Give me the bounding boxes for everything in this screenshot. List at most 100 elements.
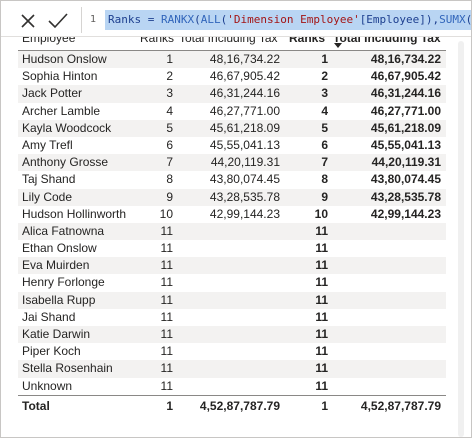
table-row[interactable]: Hudson Onslow 1 48,16,734.22 1 48,16,734.22 <box>18 51 446 69</box>
commit-check-icon[interactable] <box>47 11 69 31</box>
rank-value: 9 <box>166 189 173 204</box>
total-rank: 1 <box>166 398 173 413</box>
formula-token: Ranks = <box>108 13 161 26</box>
total-row: Total 1 4,52,87,787.79 1 4,52,87,787.79 <box>18 394 446 415</box>
rank-measure-value: 11 <box>315 275 328 290</box>
rank-measure-value: 11 <box>315 344 328 359</box>
rank-measure-value: 11 <box>315 361 328 376</box>
total-value: 46,31,244.16 <box>209 86 280 101</box>
rank-value: 10 <box>159 206 173 221</box>
table-row[interactable]: Stella Rosenhain 11 11 <box>18 360 446 378</box>
total-measure-value: 48,16,734.22 <box>370 52 441 66</box>
employee-name: Katie Darwin <box>22 327 91 341</box>
table-row[interactable]: Archer Lamble 4 46,27,771.00 4 46,27,771.00 <box>18 103 446 120</box>
total-value: 48,16,734.22 <box>209 52 280 66</box>
table-row[interactable]: Lily Code 9 43,28,535.78 9 43,28,535.78 <box>18 188 446 206</box>
rank-value: 2 <box>166 69 173 84</box>
table-row[interactable]: Jai Shand 11 11 <box>18 309 446 326</box>
rank-value: 11 <box>160 309 173 324</box>
rank-value: 11 <box>160 275 173 290</box>
table-row[interactable]: Alica Fatnowna 11 11 <box>18 222 446 241</box>
rank-measure-value: 11 <box>315 327 328 341</box>
total-amount-measure: 4,52,87,787.79 <box>360 398 441 413</box>
employee-name: Jack Potter <box>22 86 83 101</box>
table-row[interactable]: Kayla Woodcock 5 45,61,218.09 5 45,61,218.09 <box>18 119 446 137</box>
rank-measure-value: 5 <box>321 120 328 135</box>
formula-separator <box>81 7 82 33</box>
total-measure-value: 46,31,244.16 <box>370 86 441 101</box>
vertical-scrollbar[interactable] <box>457 41 465 437</box>
rank-value: 1 <box>166 52 173 66</box>
employee-name: Sophia Hinton <box>22 69 98 84</box>
rank-measure-value: 6 <box>321 137 328 152</box>
total-value: 46,67,905.42 <box>209 69 280 84</box>
employee-name: Archer Lamble <box>22 103 101 118</box>
formula-token: ( <box>194 13 201 26</box>
table-row[interactable]: Anthony Grosse 7 44,20,119.31 7 44,20,119.31 <box>18 154 446 172</box>
rank-value: 4 <box>166 103 173 118</box>
rank-value: 3 <box>166 86 173 101</box>
table-row[interactable]: Sophia Hinton 2 46,67,905.42 2 46,67,905.42 <box>18 68 446 85</box>
rank-measure-value: 4 <box>321 103 328 118</box>
total-rank-measure: 1 <box>321 398 328 413</box>
total-value: 42,99,144.23 <box>209 206 280 221</box>
employee-name: Unknown <box>22 378 73 393</box>
total-measure-value: 45,55,041.13 <box>370 137 441 152</box>
employee-name: Alica Fatnowna <box>22 223 105 238</box>
table-row[interactable]: Katie Darwin 11 11 <box>18 326 446 344</box>
formula-line-number: 1 <box>90 14 97 25</box>
total-measure-value: 46,27,771.00 <box>370 103 441 118</box>
employee-name: Stella Rosenhain <box>22 361 113 376</box>
employee-name: Lily Code <box>22 189 73 204</box>
formula-token: ALL <box>200 13 221 26</box>
table-row[interactable]: Ethan Onslow 11 11 <box>18 240 446 257</box>
rank-value: 7 <box>166 155 173 170</box>
formula-editor[interactable]: Ranks = RANKX(ALL('Dimension Employee'[E… <box>105 10 471 30</box>
formula-token: [Employee]), <box>359 13 440 26</box>
employee-name: Henry Forlonge <box>22 275 105 290</box>
formula-token: (F <box>466 13 471 26</box>
cancel-x-icon[interactable] <box>19 12 37 30</box>
rank-measure-value: 11 <box>315 223 328 238</box>
total-value: 44,20,119.31 <box>210 155 280 170</box>
table-row[interactable]: Eva Muirden 11 11 <box>18 257 446 275</box>
rank-measure-value: 11 <box>315 292 328 307</box>
rank-value: 11 <box>160 361 173 376</box>
employee-name: Taj Shand <box>22 172 76 187</box>
formula-token: ( <box>220 13 228 26</box>
rank-measure-value: 11 <box>315 309 328 324</box>
total-label: Total <box>22 398 50 413</box>
formula-token: RANKX <box>160 13 195 26</box>
table-row[interactable]: Hudson Hollinworth 10 42,99,144.23 10 42,99,… <box>18 206 446 223</box>
total-value: 45,55,041.13 <box>209 137 280 152</box>
rank-measure-value: 10 <box>314 206 328 221</box>
sort-descending-icon <box>334 43 342 48</box>
rank-value: 11 <box>160 327 173 341</box>
total-value: 43,80,074.45 <box>209 172 280 187</box>
total-measure-value: 44,20,119.31 <box>371 155 441 170</box>
table-body: Hudson Onslow 1 48,16,734.22 1 48,16,734.22 S… <box>18 51 446 395</box>
employee-name: Amy Trefl <box>22 137 73 152</box>
employee-name: Jai Shand <box>22 309 76 324</box>
rank-measure-value: 7 <box>321 155 328 170</box>
total-value: 45,61,218.09 <box>209 120 280 135</box>
table-row[interactable]: Taj Shand 8 43,80,074.45 8 43,80,074.45 <box>18 171 446 188</box>
table-row[interactable]: Amy Trefl 6 45,55,041.13 6 45,55,041.13 <box>18 137 446 154</box>
rank-measure-value: 11 <box>315 378 328 393</box>
scrollbar-thumb[interactable] <box>458 41 464 437</box>
employee-name: Ethan Onslow <box>22 241 97 256</box>
table-row[interactable]: Unknown 11 11 <box>18 378 446 395</box>
formula-token: SUMX <box>439 13 466 26</box>
total-value: 43,28,535.78 <box>209 189 280 204</box>
total-measure-value: 43,28,535.78 <box>370 189 441 204</box>
formula-token: 'Dimension Employee' <box>227 13 360 26</box>
table-row[interactable]: Jack Potter 3 46,31,244.16 3 46,31,244.16 <box>18 85 446 103</box>
table-row[interactable]: Piper Koch 11 11 <box>18 343 446 360</box>
table-row[interactable]: Henry Forlonge 11 11 <box>18 274 446 291</box>
total-measure-value: 46,67,905.42 <box>370 69 441 84</box>
formula-bar: 1 Ranks = RANKX(ALL('Dimension Employee'… <box>1 1 471 37</box>
table-row[interactable]: Isabella Rupp 11 11 <box>18 291 446 309</box>
rank-measure-value: 9 <box>321 189 328 204</box>
rank-value: 11 <box>160 258 173 273</box>
